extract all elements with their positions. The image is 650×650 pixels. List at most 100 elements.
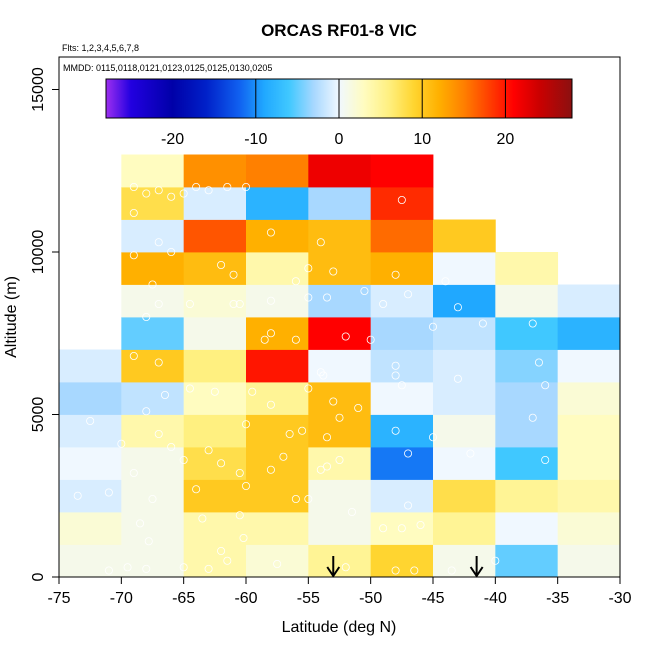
observation-point bbox=[335, 413, 344, 422]
heatmap-cell bbox=[183, 284, 247, 318]
observation-point bbox=[142, 189, 151, 198]
observation-point bbox=[453, 303, 462, 312]
colorbar-tick-label: 10 bbox=[413, 131, 431, 148]
heatmap-cell bbox=[246, 219, 309, 253]
heatmap-cell bbox=[246, 512, 309, 545]
observation-point bbox=[266, 228, 275, 237]
observation-point bbox=[217, 459, 226, 468]
observation-point bbox=[239, 534, 248, 543]
observation-point bbox=[323, 433, 332, 442]
observation-point bbox=[167, 192, 176, 201]
observation-point bbox=[319, 371, 328, 380]
plot-frame bbox=[58, 56, 621, 578]
observation-point bbox=[154, 358, 163, 367]
observation-point bbox=[223, 556, 232, 565]
heatmap-cell bbox=[121, 382, 185, 415]
observation-point bbox=[304, 384, 313, 393]
heatmap-cell bbox=[183, 317, 247, 350]
heatmap-cell bbox=[495, 414, 559, 448]
heatmap-cell bbox=[246, 187, 309, 220]
heatmap-cell bbox=[433, 219, 496, 253]
heatmap-cell bbox=[495, 447, 559, 480]
heatmap-cell bbox=[183, 414, 247, 448]
heatmap-cell bbox=[370, 252, 434, 285]
observation-point bbox=[217, 260, 226, 269]
observation-point bbox=[210, 387, 219, 396]
observation-point bbox=[441, 277, 450, 286]
observation-point bbox=[298, 426, 307, 435]
heatmap-cell bbox=[121, 544, 185, 578]
observation-point bbox=[241, 182, 250, 191]
observation-point bbox=[266, 296, 275, 305]
heatmap-cell bbox=[433, 479, 496, 513]
heatmap-cell bbox=[121, 284, 185, 318]
observation-point bbox=[491, 556, 500, 565]
observation-point bbox=[142, 312, 151, 321]
heatmap-cell bbox=[246, 284, 309, 318]
observation-point bbox=[341, 563, 350, 572]
heatmap-cell bbox=[308, 317, 372, 350]
observation-point bbox=[534, 358, 543, 367]
heatmap-cell bbox=[370, 414, 434, 448]
observation-point bbox=[104, 325, 113, 334]
observation-point bbox=[148, 494, 157, 503]
axes: -75 -70 -65 -60 -55 -50 -45 -40 -35 -30 0 5000 10000… bbox=[30, 67, 632, 607]
heatmap-cell bbox=[370, 447, 434, 480]
observation-point bbox=[123, 563, 132, 572]
observation-point bbox=[541, 455, 550, 464]
heatmap-cell bbox=[121, 479, 185, 513]
heatmap-cell bbox=[246, 544, 309, 578]
heatmap-cell bbox=[183, 544, 247, 578]
colorbar-tick-label: 0 bbox=[335, 131, 344, 148]
observation-point bbox=[129, 351, 138, 360]
heatmap-cell bbox=[246, 349, 309, 383]
heatmap-cell bbox=[246, 252, 309, 285]
heatmap-cell bbox=[59, 447, 122, 480]
heatmap-cell bbox=[495, 252, 559, 285]
observation-points bbox=[73, 182, 550, 575]
observation-point bbox=[235, 468, 244, 477]
heatmap-cell bbox=[121, 512, 185, 545]
observation-point bbox=[198, 514, 207, 523]
heatmap-cell bbox=[59, 349, 122, 383]
observation-point bbox=[136, 519, 145, 528]
heatmap-cell bbox=[557, 447, 621, 480]
observation-point bbox=[129, 182, 138, 191]
heatmap-cell bbox=[308, 414, 372, 448]
heatmap-cell bbox=[495, 382, 559, 415]
observation-point bbox=[404, 501, 413, 510]
observation-point bbox=[185, 299, 194, 308]
observation-point bbox=[335, 455, 344, 464]
heatmap-cell bbox=[121, 219, 185, 253]
heatmap-cell bbox=[246, 154, 309, 188]
heatmap-cell bbox=[308, 349, 372, 383]
heatmap-cell bbox=[183, 252, 247, 285]
observation-point bbox=[229, 270, 238, 279]
heatmap-cell bbox=[495, 479, 559, 513]
heatmap-cell bbox=[433, 414, 496, 448]
heatmap-cell bbox=[59, 544, 122, 578]
y-tick-label: 5000 bbox=[30, 397, 47, 433]
heatmap-cell bbox=[121, 447, 185, 480]
observation-point bbox=[478, 319, 487, 328]
observation-point bbox=[104, 566, 113, 575]
heatmap-cell bbox=[246, 382, 309, 415]
heatmap-cell bbox=[557, 284, 621, 318]
colorbar: -20 -10 0 10 20 bbox=[105, 78, 573, 148]
heatmap-cells bbox=[59, 154, 621, 578]
observation-point bbox=[391, 566, 400, 575]
observation-point bbox=[160, 390, 169, 399]
heatmap-cell bbox=[59, 479, 122, 513]
heatmap-cell bbox=[246, 414, 309, 448]
observation-point bbox=[204, 186, 213, 195]
observation-point bbox=[329, 397, 338, 406]
chart-title: ORCAS RF01-8 VIC bbox=[261, 21, 417, 40]
observation-point bbox=[410, 566, 419, 575]
heatmap-cell bbox=[121, 187, 185, 220]
heatmap-cell bbox=[59, 382, 122, 415]
observation-point bbox=[291, 494, 300, 503]
lat-arrows bbox=[326, 556, 484, 578]
heatmap-cell bbox=[121, 252, 185, 285]
observation-point bbox=[316, 465, 325, 474]
